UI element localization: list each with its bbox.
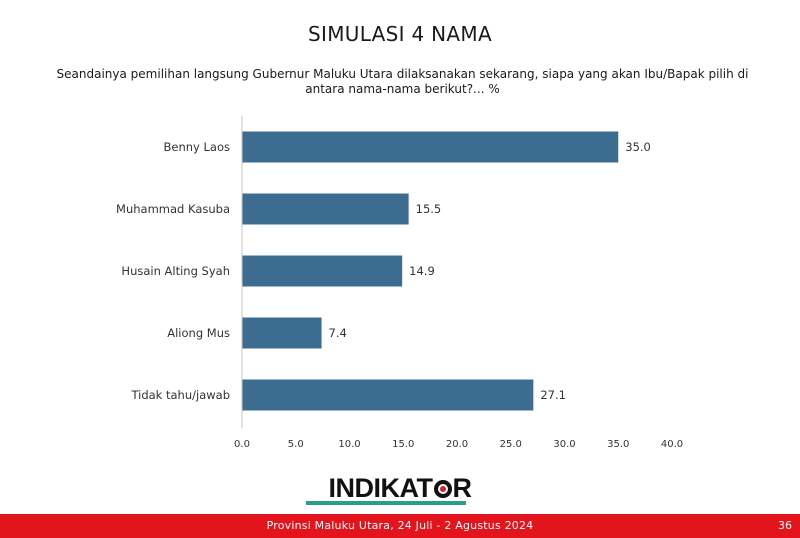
x-tick-label: 0.0 (234, 439, 250, 450)
indikator-logo: INDIKAT R (0, 473, 800, 504)
x-tick-label: 35.0 (607, 439, 629, 450)
category-label: Husain Alting Syah (121, 264, 230, 278)
value-label: 27.1 (540, 388, 566, 402)
footer-text: Provinsi Maluku Utara, 24 Juli - 2 Agust… (266, 519, 534, 532)
value-label: 35.0 (625, 140, 651, 154)
x-tick-label: 15.0 (392, 439, 414, 450)
x-tick-label: 10.0 (338, 439, 360, 450)
value-label: 14.9 (409, 264, 435, 278)
category-label: Aliong Mus (167, 326, 230, 340)
category-label: Muhammad Kasuba (116, 202, 230, 216)
category-label: Tidak tahu/jawab (130, 388, 230, 402)
x-tick-label: 30.0 (553, 439, 575, 450)
x-tick-label: 25.0 (500, 439, 522, 450)
category-label: Benny Laos (164, 140, 230, 154)
bar (242, 317, 322, 349)
page-number: 36 (778, 519, 792, 532)
bar (242, 131, 619, 163)
logo-text-end: R (452, 473, 473, 503)
logo-text-start: INDIKAT (328, 473, 434, 503)
bar (242, 255, 403, 287)
x-tick-label: 40.0 (661, 439, 683, 450)
value-label: 7.4 (329, 326, 347, 340)
value-label: 15.5 (416, 202, 442, 216)
logo-ring-icon (433, 480, 452, 498)
bar-chart: Benny Laos Muhammad Kasuba Husain Alting S… (116, 116, 683, 450)
logo-accent-stripe (306, 501, 466, 505)
footer-bar: Provinsi Maluku Utara, 24 Juli - 2 Agust… (0, 514, 800, 538)
bar (242, 379, 534, 411)
bar (242, 193, 409, 225)
x-tick-label: 5.0 (288, 439, 304, 450)
x-tick-label: 20.0 (446, 439, 468, 450)
slide-title: SIMULASI 4 NAMA (308, 22, 492, 46)
survey-question: Seandainya pemilihan langsung Gubernur M… (56, 67, 749, 96)
